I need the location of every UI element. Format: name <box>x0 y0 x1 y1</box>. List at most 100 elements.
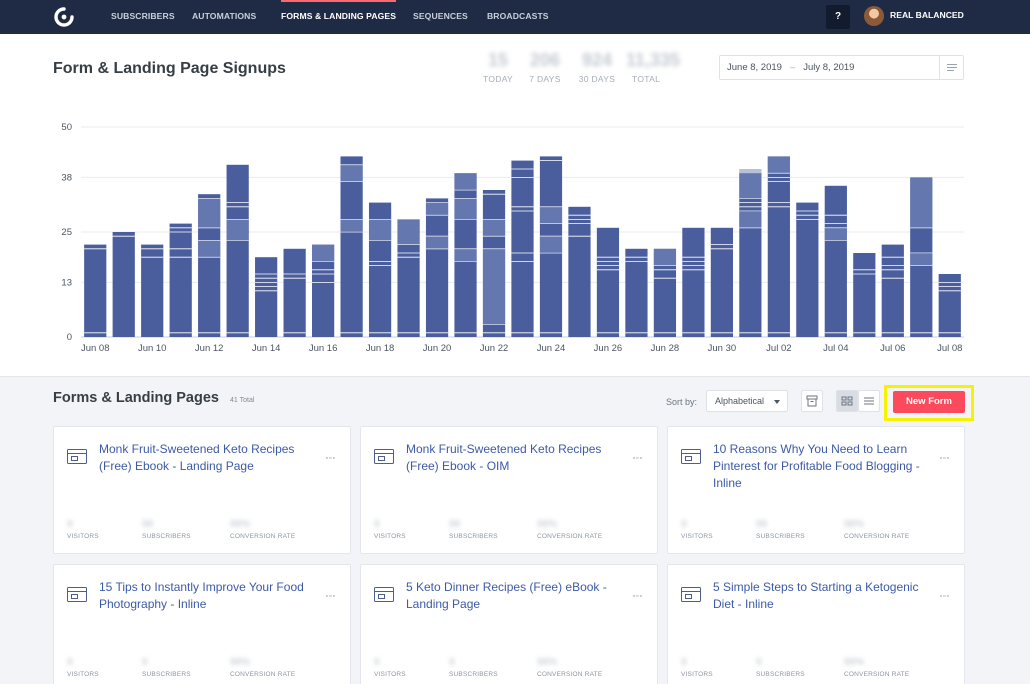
bar-jun-18[interactable] <box>368 202 392 337</box>
bar[interactable] <box>425 198 449 337</box>
bar-jul-02[interactable] <box>767 156 790 337</box>
list-view-icon <box>864 397 874 405</box>
bar-jun-25[interactable] <box>568 206 591 337</box>
bar-jun-23[interactable] <box>511 160 534 337</box>
avatar[interactable] <box>864 6 884 26</box>
convertkit-logo-icon[interactable] <box>53 6 75 28</box>
stat-total: 11,335 TOTAL <box>626 50 692 84</box>
bar[interactable] <box>340 156 363 337</box>
bar[interactable] <box>625 248 648 337</box>
form-card[interactable]: Monk Fruit-Sweetened Keto Recipes (Free)… <box>53 426 351 554</box>
more-options-icon[interactable]: ▫▫▫ <box>325 455 336 462</box>
more-options-icon[interactable]: ▫▫▫ <box>632 593 643 600</box>
list-view-button[interactable] <box>858 390 880 412</box>
bar[interactable] <box>881 244 904 337</box>
stat-30-days: 924 30 DAYS <box>577 50 617 84</box>
bar[interactable] <box>653 248 677 337</box>
bar[interactable] <box>283 248 306 337</box>
bar[interactable] <box>938 274 961 337</box>
form-card[interactable]: 15 Tips to Instantly Improve Your Food P… <box>53 564 351 684</box>
bar[interactable] <box>198 194 221 337</box>
bar-jun-11[interactable] <box>169 223 192 337</box>
bar[interactable] <box>796 202 819 337</box>
nav-automations[interactable]: AUTOMATIONS <box>192 11 257 21</box>
menu-lines-icon[interactable] <box>939 56 963 79</box>
bar-jun-27[interactable] <box>625 248 648 337</box>
archive-button[interactable] <box>801 390 823 412</box>
form-name[interactable]: 5 Simple Steps to Starting a Ketogenic D… <box>713 580 919 611</box>
bar-jun-29[interactable] <box>682 227 705 337</box>
bar[interactable] <box>169 223 192 337</box>
grid-view-button[interactable] <box>836 390 858 412</box>
bar[interactable] <box>312 244 335 337</box>
bar-jul-05[interactable] <box>853 253 876 337</box>
x-tick-label: Jun 12 <box>195 343 224 354</box>
bar-jul-03[interactable] <box>796 202 819 337</box>
top-navigation: SUBSCRIBERS AUTOMATIONS FORMS & LANDING … <box>0 0 1030 34</box>
more-options-icon[interactable]: ▫▫▫ <box>939 455 950 462</box>
bar[interactable] <box>226 164 249 337</box>
bar-jun-22[interactable] <box>482 190 506 337</box>
form-card[interactable]: 10 Reasons Why You Need to Learn Pintere… <box>667 426 965 554</box>
bar-jun-15[interactable] <box>283 248 306 337</box>
bar-jun-26[interactable] <box>596 227 620 337</box>
date-range-end: July 8, 2019 <box>803 62 855 73</box>
bar[interactable] <box>682 227 705 337</box>
more-options-icon[interactable]: ▫▫▫ <box>939 593 950 600</box>
bar[interactable] <box>141 244 164 337</box>
nav-subscribers[interactable]: SUBSCRIBERS <box>111 11 175 21</box>
bar-jun-12[interactable] <box>198 194 221 337</box>
metric-conversion-rate: 99% CONVERSION RATE <box>844 657 909 678</box>
bar-jun-16[interactable] <box>312 244 335 337</box>
bar-jun-13[interactable] <box>226 164 249 337</box>
bar-jun-28[interactable] <box>653 248 677 337</box>
nav-sequences[interactable]: SEQUENCES <box>413 11 468 21</box>
more-options-icon[interactable]: ▫▫▫ <box>325 593 336 600</box>
bar[interactable] <box>710 227 733 337</box>
form-name[interactable]: Monk Fruit-Sweetened Keto Recipes (Free)… <box>406 442 602 473</box>
bar[interactable] <box>596 227 620 337</box>
sort-select[interactable]: Alphabetical <box>706 390 788 412</box>
user-name[interactable]: REAL BALANCED <box>890 10 964 20</box>
bar-jun-19[interactable] <box>397 219 420 337</box>
bar[interactable] <box>853 253 876 337</box>
form-card[interactable]: 5 Simple Steps to Starting a Ketogenic D… <box>667 564 965 684</box>
bar[interactable] <box>767 156 790 337</box>
bar-jun-24[interactable] <box>539 156 563 337</box>
form-name[interactable]: Monk Fruit-Sweetened Keto Recipes (Free)… <box>99 442 295 473</box>
bar[interactable] <box>84 244 107 337</box>
nav-forms-landing-pages[interactable]: FORMS & LANDING PAGES <box>281 0 397 34</box>
nav-broadcasts[interactable]: BROADCASTS <box>487 11 549 21</box>
bar-segment <box>312 244 335 262</box>
bar-jun-08[interactable] <box>84 244 107 337</box>
bar[interactable] <box>397 219 420 337</box>
form-name[interactable]: 10 Reasons Why You Need to Learn Pintere… <box>713 442 920 490</box>
bar[interactable] <box>824 185 847 337</box>
x-tick-label: Jun 08 <box>81 343 110 354</box>
bar-jul-04[interactable] <box>824 185 847 337</box>
form-card[interactable]: Monk Fruit-Sweetened Keto Recipes (Free)… <box>360 426 658 554</box>
bar-jul-01[interactable] <box>739 169 762 337</box>
bar[interactable] <box>511 160 534 337</box>
form-card[interactable]: 5 Keto Dinner Recipes (Free) eBook - Lan… <box>360 564 658 684</box>
bar-jul-07[interactable] <box>910 177 933 337</box>
more-options-icon[interactable]: ▫▫▫ <box>632 455 643 462</box>
bar-jun-20[interactable] <box>425 198 449 337</box>
bar[interactable] <box>112 232 135 337</box>
form-name[interactable]: 5 Keto Dinner Recipes (Free) eBook - Lan… <box>406 580 607 611</box>
form-name[interactable]: 15 Tips to Instantly Improve Your Food P… <box>99 580 304 611</box>
help-button[interactable]: ? <box>826 5 850 29</box>
new-form-button[interactable]: New Form <box>893 391 965 413</box>
bar-jun-14[interactable] <box>255 257 278 337</box>
date-range-picker[interactable]: June 8, 2019– July 8, 2019 <box>719 55 964 80</box>
bar-jul-08[interactable] <box>938 274 961 337</box>
bar[interactable] <box>255 257 278 337</box>
bar-jun-17[interactable] <box>340 156 363 337</box>
bar-jun-30[interactable] <box>710 227 733 337</box>
bar-jun-21[interactable] <box>454 173 477 337</box>
bar-jul-06[interactable] <box>881 244 904 337</box>
bar-jun-09[interactable] <box>112 232 135 337</box>
bar-jun-10[interactable] <box>141 244 164 337</box>
metric-subscribers-value: 9 <box>449 657 455 668</box>
bar[interactable] <box>568 206 591 337</box>
